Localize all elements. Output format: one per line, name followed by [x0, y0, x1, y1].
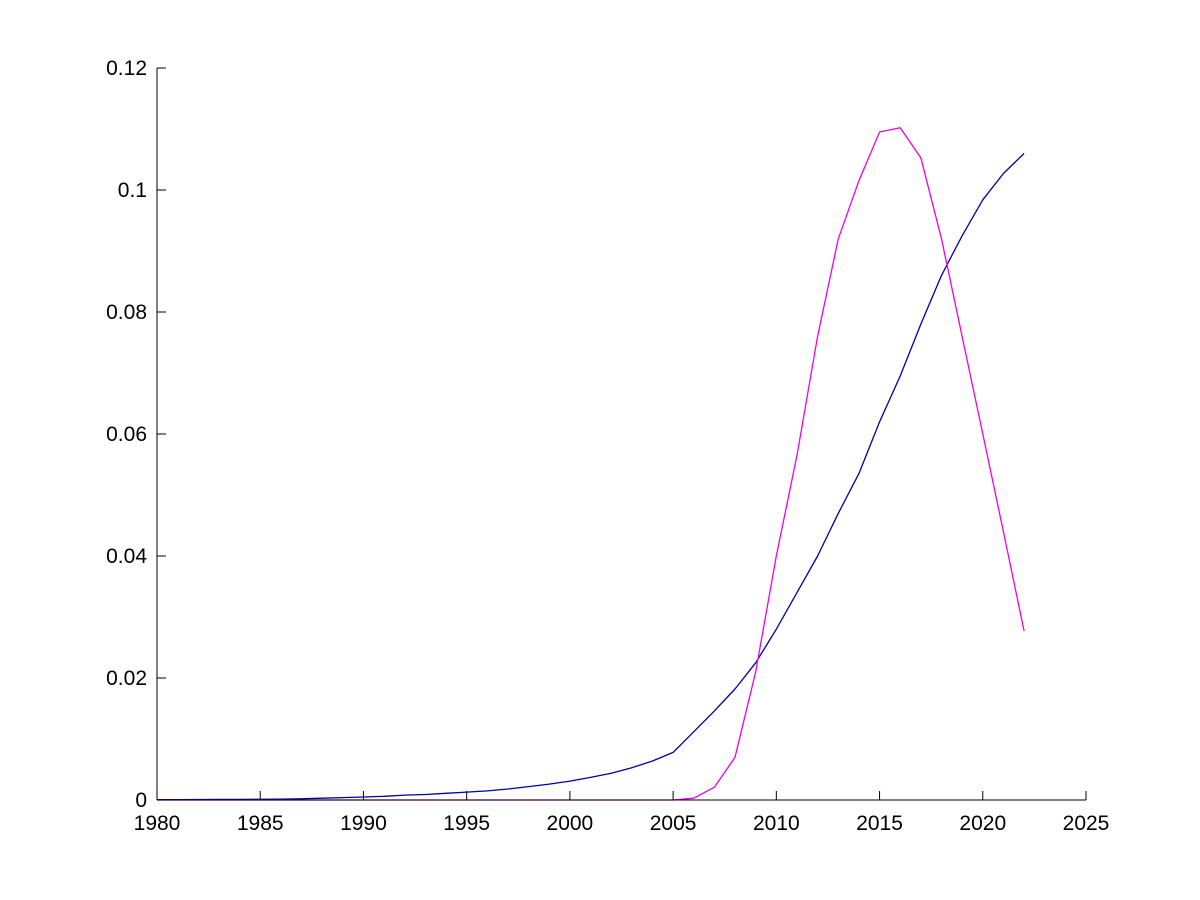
y-tick-label: 0.04 — [106, 545, 147, 568]
x-tick-label: 1995 — [443, 812, 490, 835]
axes-group — [156, 67, 1087, 801]
y-tick-label: 0.08 — [106, 301, 147, 324]
x-tick-label: 2005 — [650, 812, 697, 835]
y-tick-label: 0 — [135, 789, 147, 812]
x-tick-label: 1980 — [134, 812, 181, 835]
x-tick-label: 2010 — [753, 812, 800, 835]
x-tick-label: 1985 — [237, 812, 284, 835]
x-tick-label: 2000 — [547, 812, 594, 835]
y-tick-label: 0.02 — [106, 667, 147, 690]
x-tick-label: 2025 — [1063, 812, 1110, 835]
x-tick-label: 2020 — [959, 812, 1006, 835]
y-tick-label: 0.12 — [106, 57, 147, 80]
y-tick-label: 0.1 — [118, 179, 147, 202]
data-series-group — [156, 127, 1025, 801]
tick-labels-group: 1980 1985 1990 1995 2000 2005 2010 2015 2020 2025… — [106, 57, 1109, 835]
series-line-magenta-bell-curve — [157, 127, 1025, 801]
y-tick-label: 0.06 — [106, 423, 147, 446]
x-tick-label: 1990 — [340, 812, 387, 835]
x-tick-label: 2015 — [856, 812, 903, 835]
series-line-dark-blue-s-curve — [156, 152, 1025, 801]
